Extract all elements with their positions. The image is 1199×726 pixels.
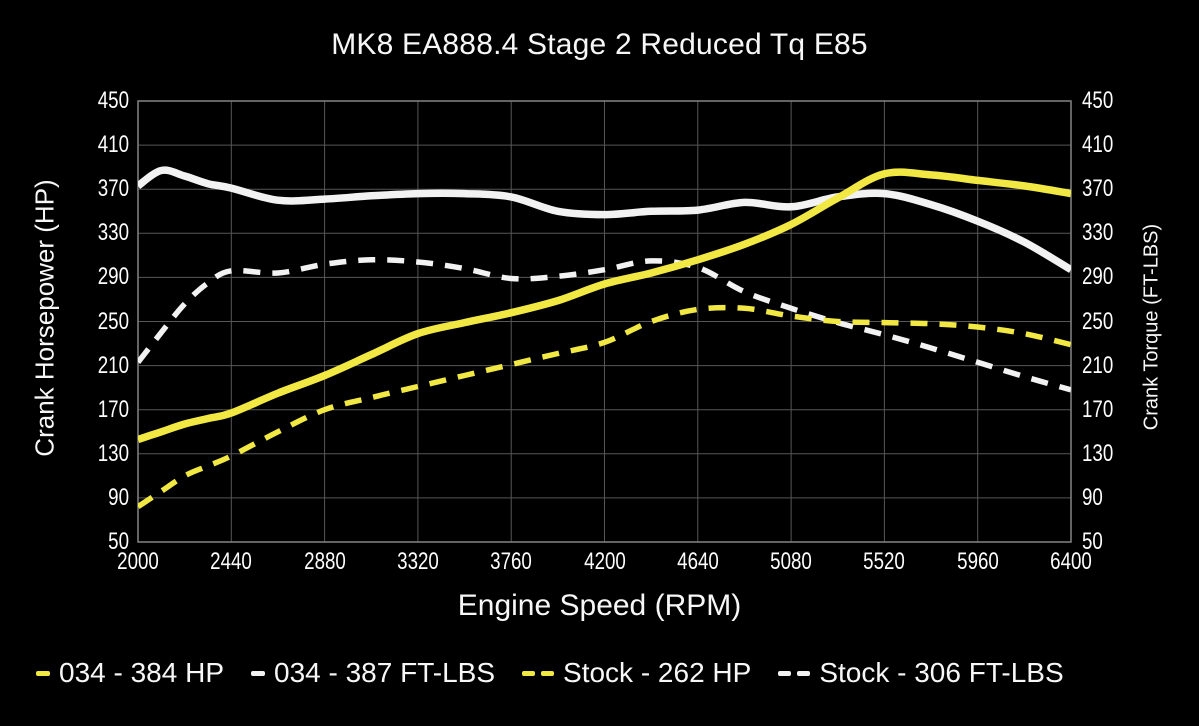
x-tick-label: 4200 [584,548,626,575]
x-tick-label: 5080 [770,548,812,575]
y-tick-label-left: 50 [108,528,129,555]
legend-item: 034 - 387 FT-LBS [251,657,495,689]
y-tick-label-right: 50 [1082,528,1103,555]
curve-stock-306-ft-lbs [138,256,1071,393]
y-tick-label-right: 250 [1082,308,1114,335]
legend: 034 - 384 HP 034 - 387 FT-LBS Stock - 262 … [36,652,1176,694]
chart-title: MK8 EA888.4 Stage 2 Reduced Tq E85 [331,28,868,61]
x-tick-label: 4640 [677,548,719,575]
x-axis-title: Engine Speed (RPM) [457,589,742,622]
y-tick-label-left: 410 [97,131,129,158]
y-tick-label-left: 250 [97,308,129,335]
legend-dashed-line-icon [522,670,555,676]
curve-034-384-hp [138,168,1071,444]
y-tick-label-right: 130 [1082,440,1114,467]
legend-item: Stock - 262 HP [522,657,751,689]
y-tick-label-right: 210 [1082,352,1114,379]
y-tick-label-right: 450 [1082,87,1114,114]
y-tick-label-right: 170 [1082,396,1114,423]
legend-label: Stock - 306 FT-LBS [819,657,1064,688]
legend-label: 034 - 384 HP [59,657,224,688]
x-tick-label: 6400 [1050,548,1092,575]
legend-item: Stock - 306 FT-LBS [778,657,1064,689]
y-tick-label-left: 130 [97,440,129,467]
curve-stock-262-hp [138,304,1071,509]
y-tick-label-left: 330 [97,219,129,246]
y-tick-label-right: 90 [1082,484,1103,511]
y-tick-label-right: 330 [1082,219,1114,246]
legend-dashed-line-icon [778,670,811,676]
y-tick-label-right: 410 [1082,131,1114,158]
legend-label: Stock - 262 HP [563,657,752,688]
x-tick-label: 2440 [210,548,252,575]
x-tick-label: 2880 [304,548,346,575]
curve-034-387-ft-lbs [138,166,1071,273]
y-tick-label-left: 450 [97,87,129,114]
legend-item: 034 - 384 HP [36,657,224,689]
x-tick-label: 3320 [397,548,439,575]
y-tick-label-left: 370 [97,175,129,202]
legend-label: 034 - 387 FT-LBS [274,657,496,688]
x-tick-label: 5520 [863,548,905,575]
y-tick-label-left: 210 [97,352,129,379]
y-tick-label-left: 90 [108,484,129,511]
x-tick-label: 2000 [117,548,159,575]
y-tick-label-right: 290 [1082,263,1114,290]
legend-solid-line-icon [251,670,265,676]
y-tick-label-right: 370 [1082,175,1114,202]
x-tick-label: 5960 [957,548,999,575]
y-tick-label-left: 170 [97,396,129,423]
legend-solid-line-icon [36,670,50,676]
y-tick-label-left: 290 [97,263,129,290]
x-tick-label: 3760 [490,548,532,575]
